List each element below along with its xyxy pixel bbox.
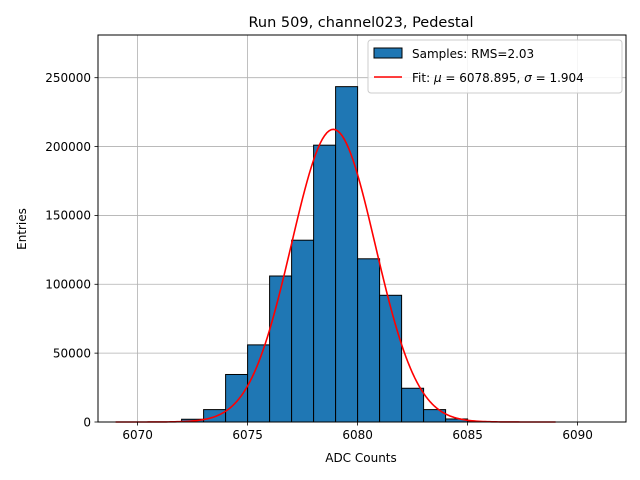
legend: Samples: RMS=2.03 Fit: μ = 6078.895, σ =… [367,39,623,94]
histogram-bar [291,239,315,423]
histogram-bar [247,344,271,423]
legend-fit-sigma-value: = 1.904 [532,71,584,85]
legend-fit-sigma-symbol: σ [524,71,532,85]
histogram-bar [225,373,249,423]
histogram-bars [181,86,491,423]
histogram-bar [313,144,337,423]
histogram-bar [357,258,381,423]
x-tick-label: 6075 [232,428,263,442]
y-tick-label: 200000 [45,140,91,154]
y-tick-label: 50000 [53,346,91,360]
gaussian-fit-curve [115,128,556,423]
x-axis-label: ADC Counts [325,451,397,465]
legend-fit-prefix: Fit: [412,71,434,85]
legend-fit-mu-symbol: μ [433,71,442,85]
histogram-bar [401,387,425,423]
y-tick-label: 250000 [45,71,91,85]
x-tick-label: 6085 [452,428,483,442]
y-tick-label: 150000 [45,209,91,223]
plot-area-frame [97,34,627,423]
y-tick-label: 100000 [45,278,91,292]
legend-box [367,39,623,94]
chart-title: Run 509, channel023, Pedestal [248,15,473,31]
histogram-bar [335,86,359,423]
histogram-bar [269,275,293,423]
y-axis-label: Entries [15,208,29,250]
histogram-bar [379,294,403,423]
histogram-bar [203,409,227,423]
legend-label-samples: Samples: RMS=2.03 [412,47,534,61]
legend-label-fit: Fit: μ = 6078.895, σ = 1.904 [412,71,584,85]
x-tick-label: 6080 [342,428,373,442]
y-tick-label: 0 [83,415,91,429]
x-tick-label: 6070 [122,428,153,442]
x-axis: 6070 6075 6080 6085 6090 [122,422,593,442]
legend-fit-mu-value: = 6078.895, [442,71,525,85]
legend-swatch-samples [373,47,403,59]
x-tick-label: 6090 [562,428,593,442]
y-axis: 0 50000 100000 150000 200000 250000 [45,71,98,429]
